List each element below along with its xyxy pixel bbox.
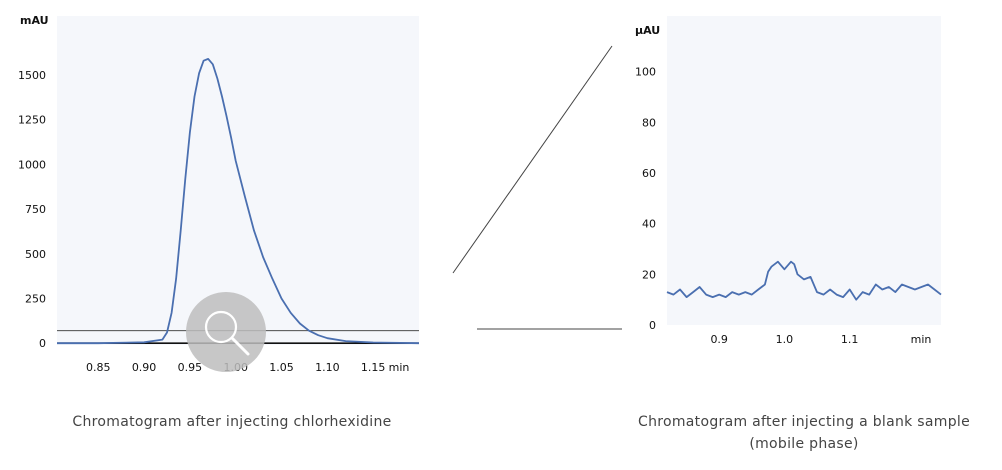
left-x-tick-label: 0.95	[178, 361, 203, 374]
right-y-tick-label: 20	[642, 268, 656, 281]
left-caption-text: Chromatogram after injecting chlorhexidi…	[72, 414, 392, 430]
left-y-tick-label: 1500	[18, 69, 46, 82]
left-x-tick-label: 0.85	[86, 361, 111, 374]
left-plot-area	[57, 16, 419, 345]
left-x-tick-label: 0.90	[132, 361, 157, 374]
left-y-unit-label: mAU	[20, 14, 49, 27]
right-plot-area	[667, 16, 941, 325]
left-x-tick-label: 1.05	[269, 361, 294, 374]
right-y-tick-label: 100	[635, 66, 656, 79]
left-trace-line	[57, 58, 420, 345]
left-y-tick-label: 250	[25, 293, 46, 306]
left-x-unit-label: min	[389, 361, 410, 374]
magnifier-handle	[230, 336, 250, 356]
right-y-unit-label: µAU	[635, 24, 660, 37]
left-y-tick-label: 1000	[18, 158, 46, 171]
right-y-tick-label: 60	[642, 167, 656, 180]
left-y-tick-label: 1250	[18, 114, 46, 127]
right-trace-line	[666, 260, 942, 301]
right-y-tick-label: 80	[642, 116, 656, 129]
left-chart-caption: Chromatogram after injecting chlorhexidi…	[22, 411, 442, 433]
right-x-unit-label: min	[911, 333, 932, 346]
right-x-tick-label: 1.0	[776, 333, 794, 346]
right-x-tick-label: 0.9	[710, 333, 728, 346]
right-y-tick-label: 0	[649, 319, 656, 332]
magnifier-icon	[186, 292, 266, 372]
left-x-tick-label: 1.15	[361, 361, 386, 374]
left-y-tick-label: 500	[25, 248, 46, 261]
right-x-tick-label: 1.1	[841, 333, 859, 346]
left-chart: 02505007501000125015000.850.900.951.001.…	[18, 14, 420, 374]
right-chart: 0 20 40 60 80 100 0.9 1.0 1.1 µAU min	[635, 16, 942, 346]
right-chart-caption: Chromatogram after injecting a blank sam…	[606, 411, 1002, 455]
magnifier-disc	[186, 292, 266, 372]
left-y-tick-label: 750	[25, 203, 46, 216]
right-y-tick-label: 40	[642, 218, 656, 231]
magnifier-lens	[204, 310, 238, 344]
right-caption-line-1: Chromatogram after injecting a blank sam…	[638, 414, 970, 430]
left-x-tick-label: 1.10	[315, 361, 340, 374]
left-y-tick-label: 0	[39, 337, 46, 350]
right-caption-line-2: (mobile phase)	[749, 436, 859, 452]
zoom-connector-diagonal	[452, 45, 613, 274]
